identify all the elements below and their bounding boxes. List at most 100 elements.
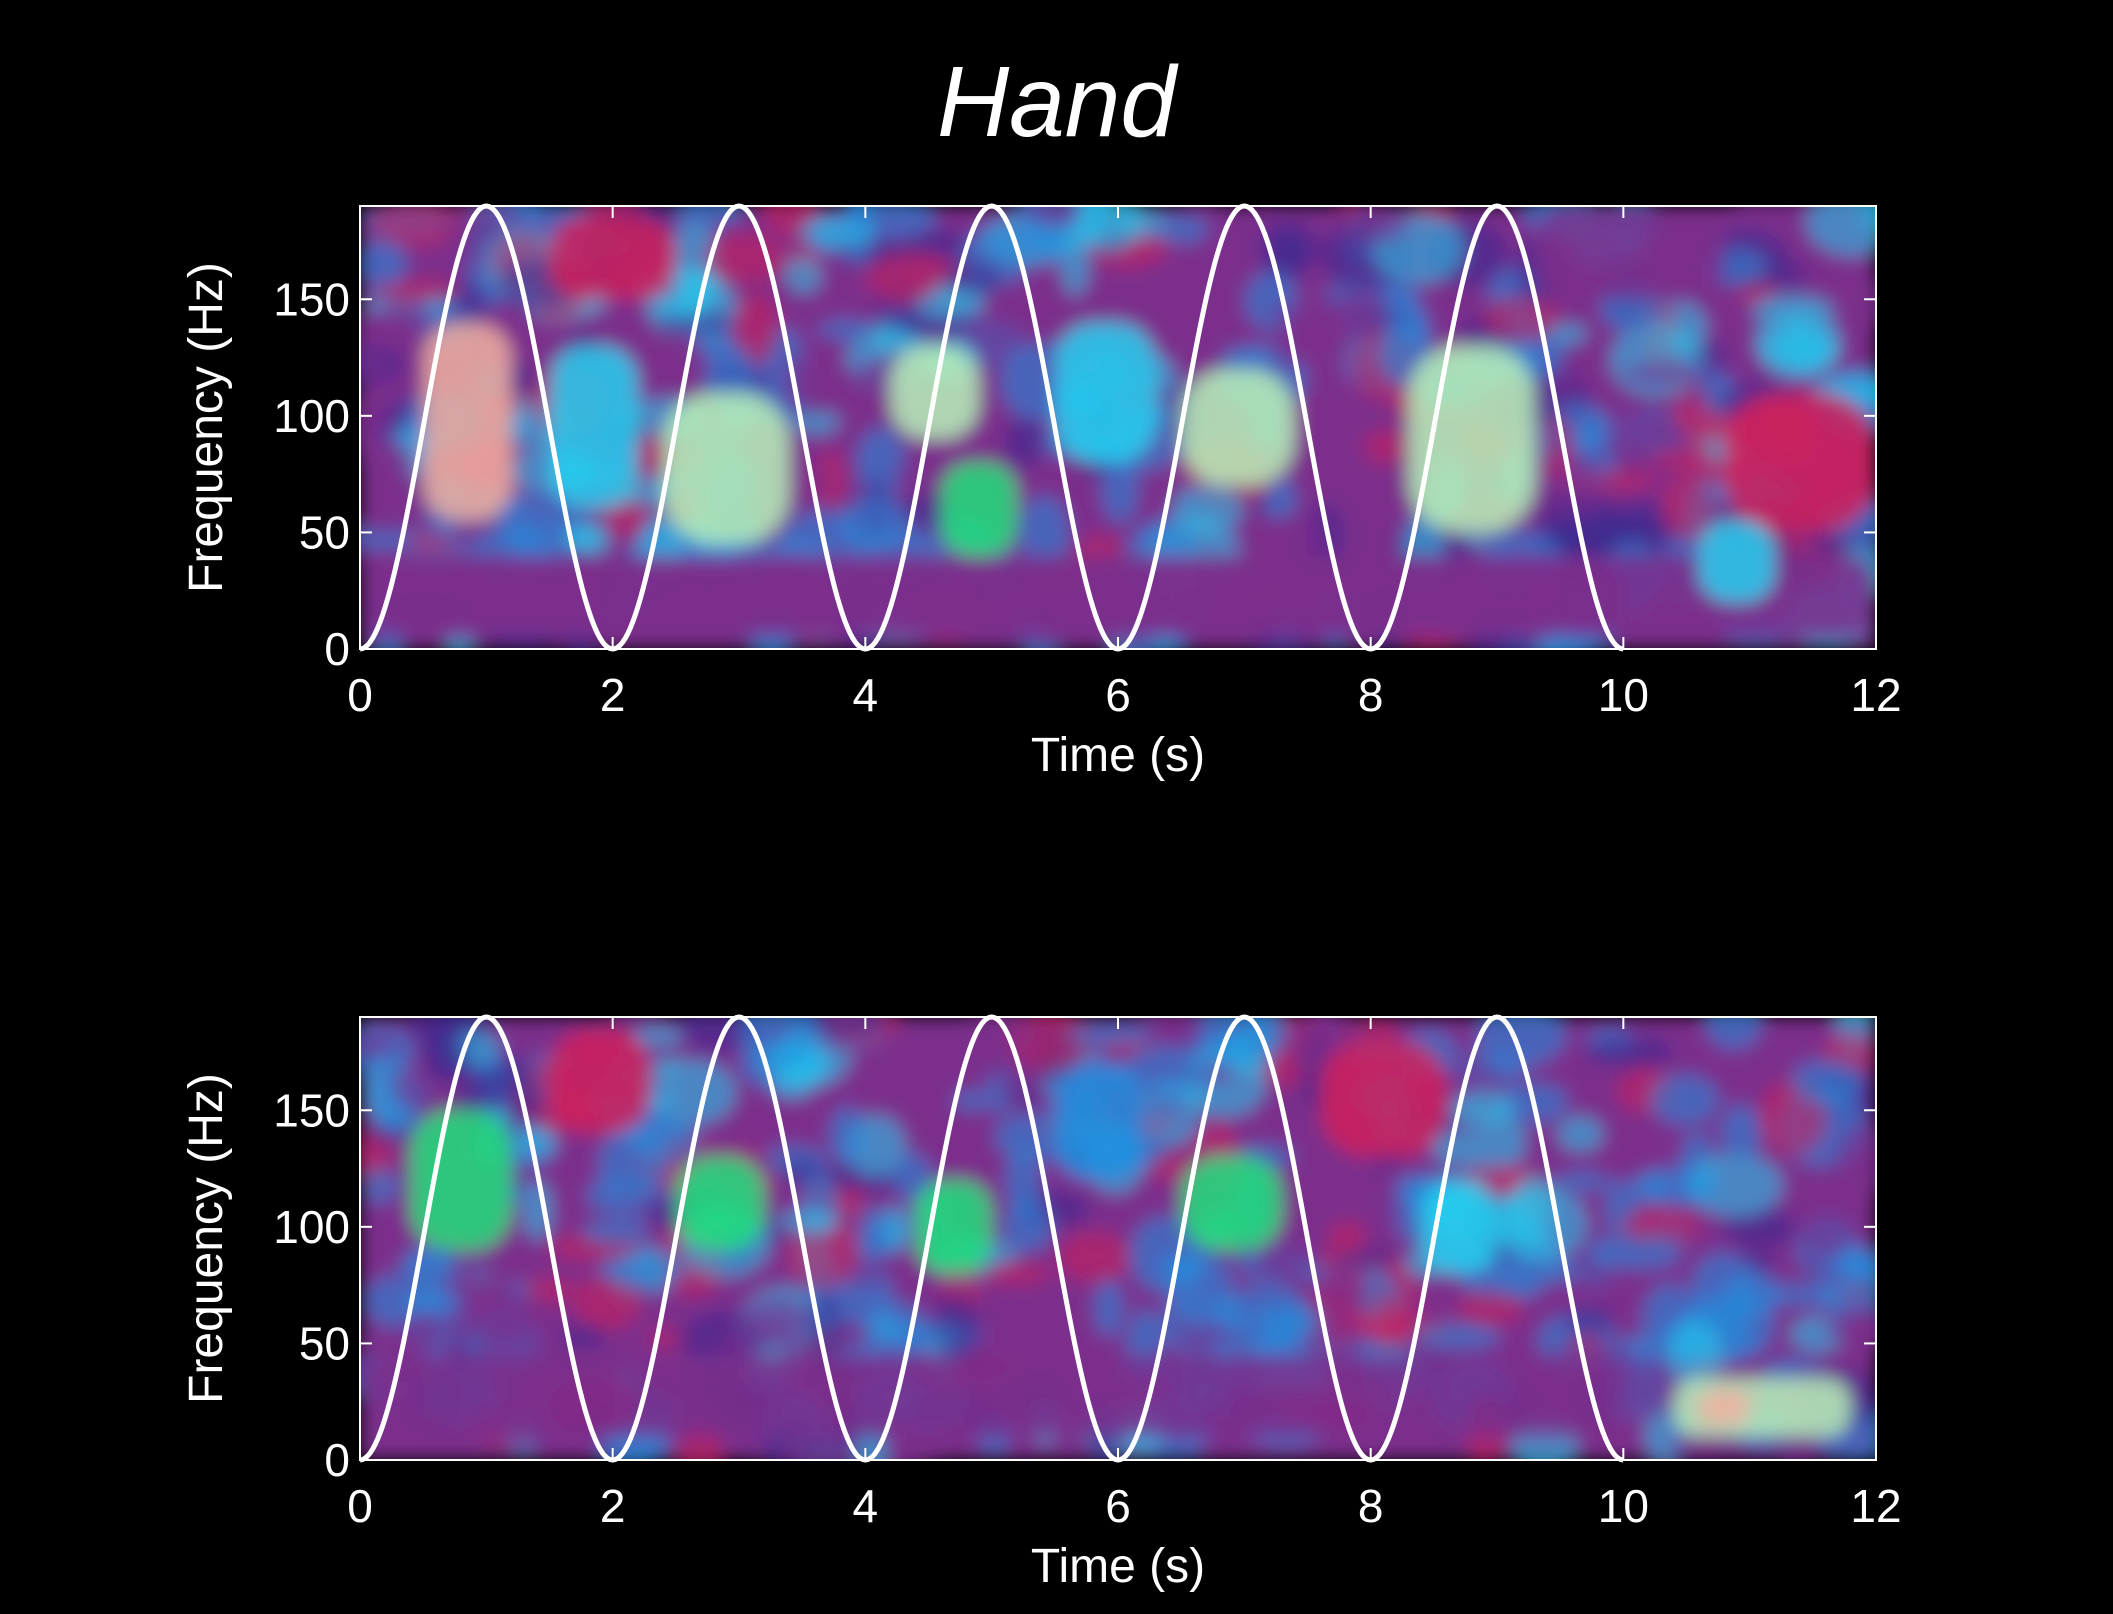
spectrogram-heatmap [360,206,1876,649]
heatmap-cell [1759,325,1836,379]
heatmap-region [1534,206,1725,300]
heatmap-cell [788,1429,855,1460]
heatmap-cell [422,1028,467,1083]
heatmap-cell [455,1289,536,1340]
heatmap-cell [1018,495,1070,572]
heatmap-region [423,322,512,521]
heatmap-cell [573,1274,642,1330]
heatmap-cell [360,1167,399,1204]
heatmap-cell [1709,353,1763,378]
heatmap-cell [1027,229,1067,262]
heatmap-cell [408,1312,438,1357]
heatmap-cell [1451,1090,1515,1124]
x-tick-label: 4 [853,669,879,721]
heatmap-cell [943,262,1002,297]
spectrogram-panel: 0 2 4 6 8 10 12 0 50 100 150 Time (s) Frequency (Hz) [180,203,1902,782]
heatmap-cell [376,280,462,303]
heatmap-cell [360,391,392,446]
heatmap-cell [1305,1322,1368,1356]
heatmap-cell [775,1210,840,1232]
heatmap-cell [856,1224,895,1259]
heatmap-cell [1649,1074,1720,1126]
y-tick-label: 0 [324,623,350,675]
heatmap-region [915,1180,992,1274]
heatmap-region [1054,1063,1144,1181]
heatmap-cell [839,496,911,550]
spectrogram-texture [360,1017,1876,1460]
heatmap-region [663,392,790,545]
heatmap-cell [1704,1017,1764,1050]
heatmap-cell [1719,1104,1763,1160]
heatmap-cell [739,1017,818,1071]
heatmap-cell [1668,1320,1723,1391]
x-tick-label: 2 [600,1480,626,1532]
heatmap-region [1408,345,1535,533]
x-tick-label: 10 [1598,1480,1649,1532]
heatmap-cell [972,1262,1053,1285]
y-tick-label: 100 [273,390,350,442]
heatmap-cell [631,1025,684,1047]
heatmap-cell [1599,390,1638,465]
heatmap-region [1181,369,1295,486]
heatmap-cell [786,1220,861,1289]
spectrogram-texture [360,206,1876,649]
y-tick-label: 100 [273,1201,350,1253]
x-axis-label: Time (s) [1031,729,1205,782]
heatmap-cell [1030,1288,1065,1337]
heatmap-region [549,217,676,300]
heatmap-cell [1370,1294,1405,1361]
heatmap-region [410,1110,512,1251]
heatmap-region [360,1355,1624,1437]
overlay-curve [359,203,1624,652]
heatmap-cell [1834,1122,1876,1196]
heatmap-region [941,462,1017,556]
heatmap-cell [1587,1133,1648,1182]
heatmap-cell [1266,301,1354,328]
overlay-curve [359,1014,1624,1463]
heatmap-cell [1149,214,1209,244]
heatmap-cell [1329,1221,1367,1251]
heatmap-cell [515,1125,556,1158]
heatmap-cell [1550,323,1588,344]
heatmap-cell [1585,1035,1675,1068]
heatmap-cell [1171,484,1244,533]
x-tick-label: 6 [1105,669,1131,721]
heatmap-cell [1806,206,1876,257]
heatmap-cell [1093,1278,1124,1338]
heatmap-cell [741,1298,811,1336]
heatmap-cell [1193,1017,1289,1067]
heatmap-region [1421,1180,1497,1274]
heatmap-cell [560,1324,607,1349]
heatmap-region [360,439,411,533]
heatmap-region [1181,1156,1283,1251]
heatmap-region [1054,322,1156,463]
spectrogram-heatmap [360,1017,1876,1460]
x-tick-label: 12 [1850,669,1901,721]
x-tick-label: 4 [853,1480,879,1532]
heatmap-cell [1349,283,1392,347]
y-tick-label: 150 [273,1084,350,1136]
y-tick-label: 0 [324,1434,350,1486]
x-tick-label: 0 [347,1480,373,1532]
heatmap-cell [1065,1023,1154,1046]
heatmap-cell [879,1071,948,1094]
heatmap-cell [360,238,408,289]
heatmap-region [1699,1390,1750,1426]
heatmap-cell [828,1106,866,1167]
heatmap-cell [952,1090,991,1111]
heatmap-region [549,345,638,510]
heatmap-cell [360,1033,397,1058]
heatmap-cell [1227,1281,1309,1354]
heatmap-cell [1320,1277,1359,1335]
heatmap-cell [863,1299,927,1373]
heatmap-cell [631,1119,701,1162]
heatmap-cell [581,1218,650,1246]
heatmap-cell [1751,294,1834,325]
heatmap-cell [373,1104,421,1135]
heatmap-region [1724,392,1876,533]
heatmap-cell [646,1059,737,1126]
heatmap-cell [1057,1231,1131,1284]
heatmap-cell [997,1049,1031,1108]
heatmap-cell [366,369,431,399]
